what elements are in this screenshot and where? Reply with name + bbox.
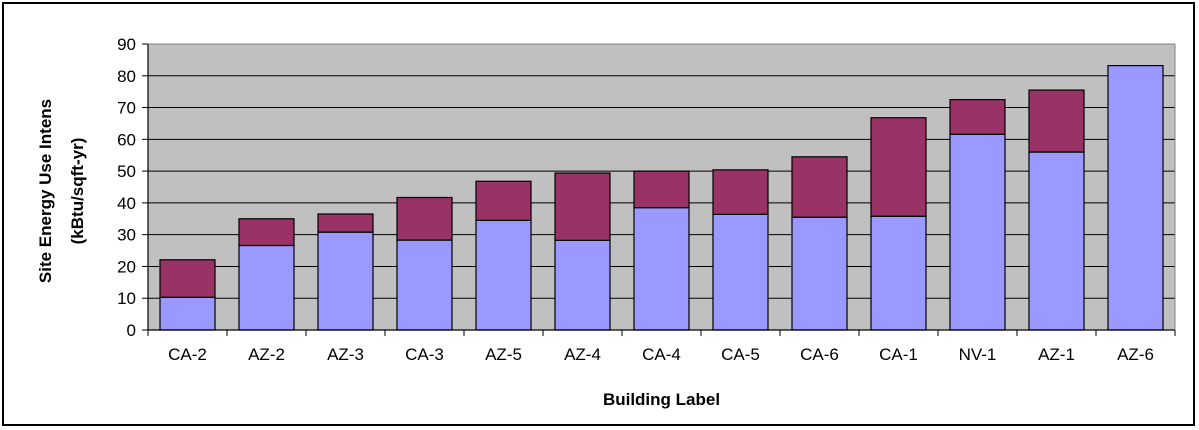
x-tick-label: AZ-5 [485,345,522,364]
bar-segment-CA-6-series-1 [791,216,848,331]
x-tick-label: CA-5 [721,345,760,364]
bar-segment-AZ-1-series-2 [1028,89,1085,153]
y-tick-label: 40 [117,194,136,213]
bar-segment-AZ-2-series-1 [238,244,295,331]
bar-segment-CA-1-series-1 [870,215,927,331]
y-axis-title-line-2: (kBtu/sqft-yr) [68,138,87,245]
bar-segment-AZ-3-series-2 [317,213,374,233]
y-tick-label: 60 [117,130,136,149]
x-tick-label: CA-3 [405,345,444,364]
x-axis-title: Building Label [603,390,720,409]
bar-segment-CA-2-series-1 [159,296,216,331]
bar-segment-AZ-4-series-1 [554,239,611,331]
bar-segment-AZ-5-series-2 [475,180,532,221]
bar-segment-AZ-2-series-2 [238,218,295,247]
x-tick-label: AZ-3 [327,345,364,364]
bar-segment-CA-4-series-2 [633,170,690,209]
x-tick-label: CA-6 [800,345,839,364]
bar-segment-CA-3-series-2 [396,196,453,241]
bar-segment-NV-1-series-1 [949,133,1006,331]
bar-segment-CA-2-series-2 [159,259,216,298]
x-tick-label: AZ-6 [1117,345,1154,364]
y-tick-label: 90 [117,35,136,54]
x-tick-label: CA-1 [879,345,918,364]
x-tick-labels: CA-2 AZ-2 AZ-3 CA-3 AZ-5 AZ-4 CA-4 CA-5 CA-6 CA-1… [168,345,1154,364]
x-tick-label: CA-2 [168,345,207,364]
y-tick-label: 0 [127,321,136,340]
x-tick-label: AZ-1 [1038,345,1075,364]
bar-segment-CA-4-series-1 [633,207,690,331]
bar-segment-CA-5-series-1 [712,213,769,331]
y-tick-label: 20 [117,257,136,276]
x-tick-label: AZ-2 [248,345,285,364]
y-tick-label: 80 [117,67,136,86]
x-tick-label: CA-4 [642,345,681,364]
y-tick-label: 70 [117,99,136,118]
bar-segment-CA-5-series-2 [712,169,769,215]
bar-segment-CA-1-series-2 [870,117,927,217]
bar-segment-AZ-5-series-1 [475,219,532,331]
y-axis-title-line-1: Site Energy Use Intens [36,99,55,283]
bar-segment-CA-6-series-2 [791,156,848,218]
axes [142,43,1176,336]
bar-segment-AZ-1-series-1 [1028,151,1085,331]
bar-segment-NV-1-series-2 [949,99,1006,135]
bar-segment-AZ-6-series-1 [1107,65,1164,331]
y-tick-label: 50 [117,162,136,181]
y-tick-label: 30 [117,226,136,245]
bar-segment-AZ-4-series-2 [554,172,611,241]
y-tick-labels: 0 10 20 30 40 50 60 70 80 90 [117,35,136,340]
x-tick-label: AZ-4 [564,345,601,364]
x-tick-label: NV-1 [959,345,997,364]
bar-segment-AZ-3-series-1 [317,231,374,331]
y-tick-label: 10 [117,289,136,308]
bar-segment-CA-3-series-1 [396,239,453,331]
